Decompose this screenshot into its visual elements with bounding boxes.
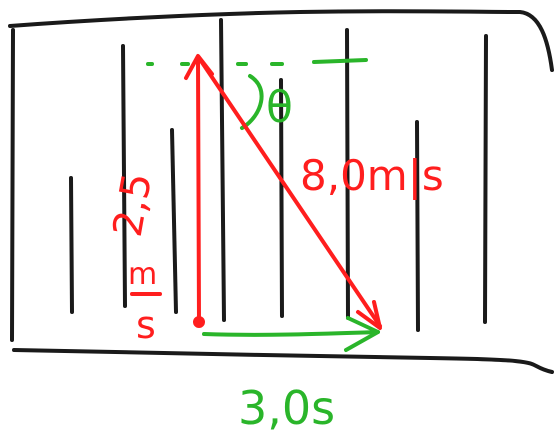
vertical-lines — [10, 18, 488, 342]
vertical-line-3 — [121, 44, 127, 308]
vertical-line-9 — [483, 34, 488, 324]
velocity-up-unit-top: m — [128, 257, 157, 292]
green-horizontal-vector — [202, 316, 380, 352]
red-vertical-vector — [184, 54, 214, 328]
velocity-up-unit-bottom: s — [136, 303, 156, 347]
vertical-line-5 — [219, 18, 226, 322]
angle-arc — [240, 74, 264, 130]
red-resultant-arrowhead — [356, 300, 382, 330]
board-top-edge — [8, 9, 554, 72]
vertical-line-2 — [69, 176, 74, 314]
green-horizontal-arrowhead — [344, 316, 380, 352]
board-bottom-edge — [12, 348, 554, 374]
vertical-line-8 — [415, 120, 420, 332]
time-label: 3,0s — [238, 381, 335, 434]
velocity-up-label: 2,5 — [105, 170, 161, 241]
green-reference-dashes — [146, 58, 368, 66]
angle-label: θ — [266, 82, 293, 133]
board-outline — [8, 9, 554, 374]
resultant-label: 8,0m|s — [300, 151, 444, 200]
vertical-line-6 — [279, 78, 284, 318]
vertical-line-7 — [345, 28, 350, 320]
origin-dot — [193, 316, 205, 328]
vertical-line-1 — [10, 28, 15, 342]
red-resultant-vector — [197, 56, 382, 330]
vertical-line-4 — [170, 128, 178, 314]
